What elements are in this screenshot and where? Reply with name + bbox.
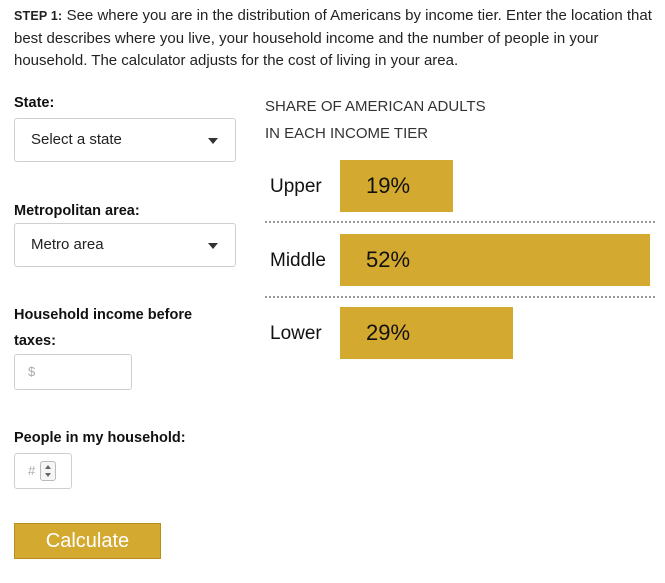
income-label: Household income before <box>14 307 193 323</box>
chart-title: SHARE OF AMERICAN ADULTS IN EACH INCOME … <box>265 93 486 147</box>
chart-title-line-2: IN EACH INCOME TIER <box>265 125 429 142</box>
value-label-lower: 29% <box>366 320 411 345</box>
metro-label: Metropolitan area: <box>14 203 140 219</box>
people-label: People in my household: <box>14 430 186 446</box>
bar-upper <box>340 160 453 212</box>
state-label: State: <box>14 95 55 111</box>
chevron-down-icon <box>208 243 218 249</box>
step-1-instructions: STEP 1: See where you are in the distrib… <box>14 5 654 73</box>
people-input[interactable]: # <box>14 453 72 489</box>
value-label-middle: 52% <box>366 247 411 272</box>
bar-middle <box>340 234 650 286</box>
divider <box>265 221 655 223</box>
income-placeholder: $ <box>28 364 36 379</box>
tier-label-middle: Middle <box>270 250 326 271</box>
metro-select[interactable]: Metro area <box>14 223 236 267</box>
income-label-cont: taxes: <box>14 333 56 349</box>
number-stepper-icon[interactable] <box>40 461 56 481</box>
chart-title-line-1: SHARE OF AMERICAN ADULTS <box>265 98 486 115</box>
instructions-text: See where you are in the distribution of… <box>14 7 652 69</box>
bar-lower <box>340 307 513 359</box>
tier-label-upper: Upper <box>270 176 322 197</box>
income-input[interactable]: $ <box>14 354 132 390</box>
metro-select-value: Metro area <box>31 236 104 253</box>
tier-label-lower: Lower <box>270 323 322 344</box>
state-select[interactable]: Select a state <box>14 118 236 162</box>
calculate-button[interactable]: Calculate <box>14 523 161 559</box>
chevron-down-icon <box>208 138 218 144</box>
step-label: STEP 1: <box>14 9 63 23</box>
divider <box>265 296 655 298</box>
people-placeholder: # <box>28 463 36 478</box>
state-select-value: Select a state <box>31 131 122 148</box>
value-label-upper: 19% <box>366 173 411 198</box>
